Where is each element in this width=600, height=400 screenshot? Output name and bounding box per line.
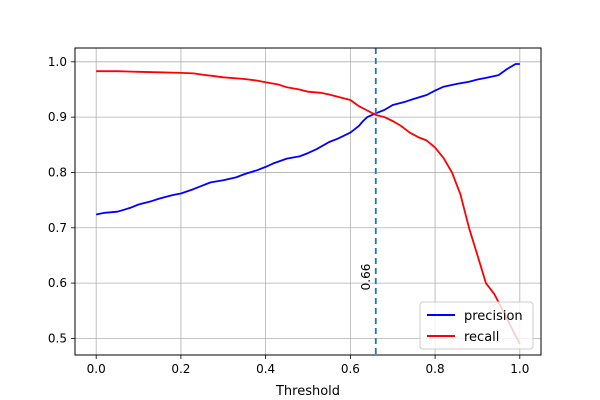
y-tick-label: 0.8 xyxy=(48,165,67,179)
y-tick-label: 0.6 xyxy=(48,276,67,290)
legend-label-recall: recall xyxy=(464,330,499,345)
series-line-precision xyxy=(96,63,520,216)
x-tick-label: 0.0 xyxy=(87,362,106,376)
x-axis-label: Threshold xyxy=(275,384,340,399)
threshold-label: 0.66 xyxy=(359,264,373,291)
plot-frame xyxy=(74,47,542,356)
x-axis: 0.0 0.2 0.4 0.6 0.8 1.0 xyxy=(87,355,529,376)
y-tick-label: 0.7 xyxy=(48,221,67,235)
series-layer xyxy=(96,63,521,345)
grid xyxy=(75,48,541,355)
y-tick-label: 1.0 xyxy=(48,55,67,69)
y-tick-label: 0.9 xyxy=(48,110,67,124)
x-tick-label: 0.2 xyxy=(171,362,190,376)
x-tick-label: 1.0 xyxy=(510,362,529,376)
y-tick-label: 0.5 xyxy=(48,331,67,345)
legend-label-precision: precision xyxy=(464,309,523,324)
legend: precision recall xyxy=(419,301,534,350)
series-line-recall xyxy=(96,70,521,345)
y-axis: 0.5 0.6 0.7 0.8 0.9 1.0 xyxy=(48,55,75,345)
x-tick-label: 0.8 xyxy=(426,362,445,376)
threshold-marker: 0.66 xyxy=(359,48,377,355)
legend-box xyxy=(419,301,534,350)
x-tick-label: 0.4 xyxy=(256,362,275,376)
x-tick-label: 0.6 xyxy=(341,362,360,376)
